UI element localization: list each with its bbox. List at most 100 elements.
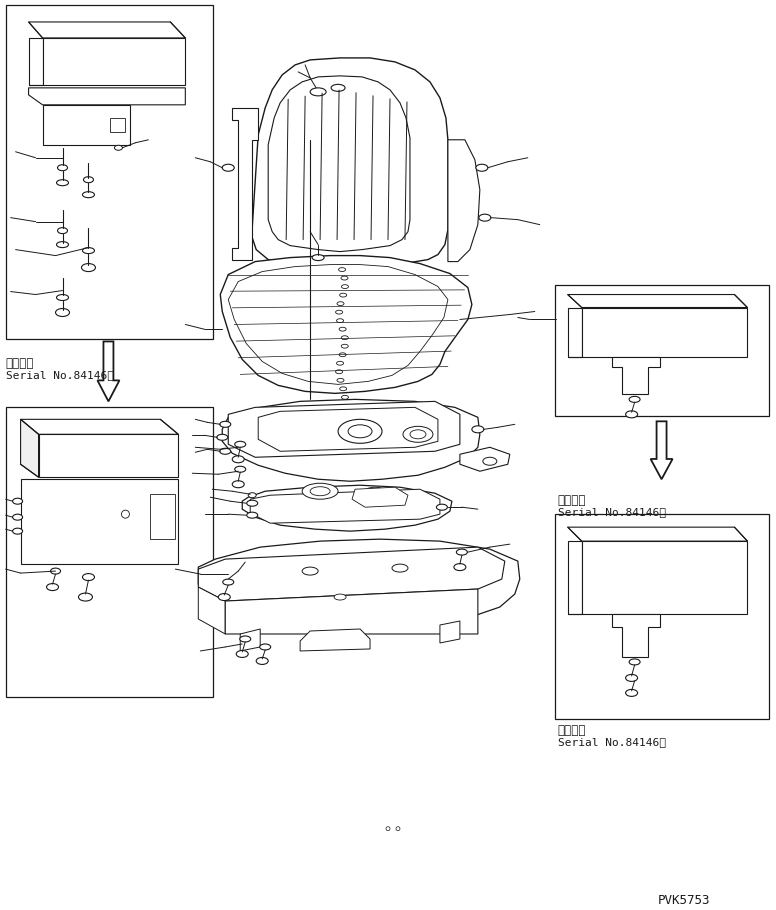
Polygon shape bbox=[199, 587, 225, 634]
Ellipse shape bbox=[240, 636, 251, 642]
Ellipse shape bbox=[337, 361, 344, 365]
Ellipse shape bbox=[340, 293, 347, 297]
Ellipse shape bbox=[338, 412, 345, 416]
Ellipse shape bbox=[302, 567, 318, 575]
Ellipse shape bbox=[57, 295, 68, 300]
Ellipse shape bbox=[232, 456, 244, 463]
Ellipse shape bbox=[12, 528, 23, 534]
Ellipse shape bbox=[222, 164, 234, 171]
Text: 適用号機: 適用号機 bbox=[558, 494, 586, 507]
Ellipse shape bbox=[629, 397, 640, 402]
Ellipse shape bbox=[81, 264, 95, 271]
Ellipse shape bbox=[57, 165, 68, 171]
Ellipse shape bbox=[629, 659, 640, 665]
Ellipse shape bbox=[335, 369, 342, 374]
Polygon shape bbox=[43, 38, 185, 85]
Ellipse shape bbox=[625, 674, 638, 682]
Polygon shape bbox=[568, 541, 582, 614]
Ellipse shape bbox=[47, 583, 58, 591]
Ellipse shape bbox=[341, 336, 348, 339]
Ellipse shape bbox=[454, 563, 466, 571]
Polygon shape bbox=[98, 341, 120, 401]
Polygon shape bbox=[440, 621, 460, 643]
Ellipse shape bbox=[232, 480, 244, 488]
Ellipse shape bbox=[82, 573, 95, 581]
Ellipse shape bbox=[341, 276, 348, 280]
Text: Serial No.84146～: Serial No.84146～ bbox=[5, 370, 113, 380]
Ellipse shape bbox=[472, 426, 484, 433]
Ellipse shape bbox=[392, 564, 408, 572]
Ellipse shape bbox=[476, 164, 488, 171]
Ellipse shape bbox=[340, 387, 347, 390]
Ellipse shape bbox=[260, 644, 271, 650]
Polygon shape bbox=[611, 358, 660, 394]
Ellipse shape bbox=[310, 88, 326, 96]
Ellipse shape bbox=[331, 85, 345, 91]
Polygon shape bbox=[241, 629, 260, 651]
Ellipse shape bbox=[363, 487, 387, 500]
Polygon shape bbox=[43, 105, 130, 145]
Polygon shape bbox=[21, 420, 39, 477]
Text: 適用号機: 適用号機 bbox=[5, 358, 34, 370]
Polygon shape bbox=[222, 399, 480, 481]
Ellipse shape bbox=[217, 434, 227, 440]
Polygon shape bbox=[582, 308, 747, 358]
Ellipse shape bbox=[12, 514, 23, 521]
Ellipse shape bbox=[410, 430, 426, 439]
Ellipse shape bbox=[84, 177, 93, 183]
Ellipse shape bbox=[57, 242, 68, 248]
Polygon shape bbox=[232, 107, 258, 259]
Polygon shape bbox=[199, 547, 505, 601]
Polygon shape bbox=[611, 614, 660, 657]
Polygon shape bbox=[268, 76, 410, 251]
Polygon shape bbox=[29, 88, 185, 105]
Bar bbox=[555, 514, 769, 719]
Ellipse shape bbox=[57, 179, 68, 186]
Text: 適用号機: 適用号機 bbox=[558, 723, 586, 737]
Ellipse shape bbox=[220, 449, 230, 454]
Ellipse shape bbox=[436, 504, 448, 511]
Ellipse shape bbox=[341, 285, 348, 288]
Ellipse shape bbox=[339, 353, 346, 357]
Ellipse shape bbox=[247, 512, 258, 518]
Ellipse shape bbox=[337, 302, 344, 306]
Polygon shape bbox=[225, 589, 478, 634]
Ellipse shape bbox=[337, 379, 344, 382]
Ellipse shape bbox=[56, 308, 70, 317]
Polygon shape bbox=[582, 541, 747, 614]
Ellipse shape bbox=[386, 826, 390, 831]
Ellipse shape bbox=[310, 487, 330, 496]
Ellipse shape bbox=[248, 492, 256, 498]
Polygon shape bbox=[252, 58, 448, 269]
Bar bbox=[5, 5, 213, 339]
Polygon shape bbox=[568, 527, 747, 541]
Ellipse shape bbox=[625, 690, 638, 696]
Polygon shape bbox=[110, 117, 126, 132]
Ellipse shape bbox=[339, 328, 346, 331]
Polygon shape bbox=[650, 421, 673, 480]
Bar bbox=[555, 285, 769, 417]
Polygon shape bbox=[199, 539, 520, 633]
Ellipse shape bbox=[50, 568, 61, 574]
Ellipse shape bbox=[341, 404, 348, 408]
Polygon shape bbox=[21, 480, 178, 564]
Ellipse shape bbox=[483, 457, 497, 465]
Ellipse shape bbox=[57, 228, 68, 234]
Ellipse shape bbox=[236, 651, 248, 657]
Polygon shape bbox=[151, 494, 175, 539]
Polygon shape bbox=[448, 140, 480, 261]
Ellipse shape bbox=[82, 192, 95, 197]
Polygon shape bbox=[460, 448, 510, 471]
Ellipse shape bbox=[82, 248, 95, 254]
Polygon shape bbox=[250, 490, 440, 523]
Polygon shape bbox=[568, 295, 747, 308]
Ellipse shape bbox=[235, 441, 246, 448]
Ellipse shape bbox=[114, 146, 123, 150]
Ellipse shape bbox=[312, 255, 324, 260]
Polygon shape bbox=[228, 401, 460, 457]
Polygon shape bbox=[29, 38, 43, 85]
Polygon shape bbox=[39, 434, 178, 477]
Text: PVK5753: PVK5753 bbox=[657, 894, 710, 906]
Ellipse shape bbox=[341, 344, 348, 349]
Polygon shape bbox=[228, 265, 448, 384]
